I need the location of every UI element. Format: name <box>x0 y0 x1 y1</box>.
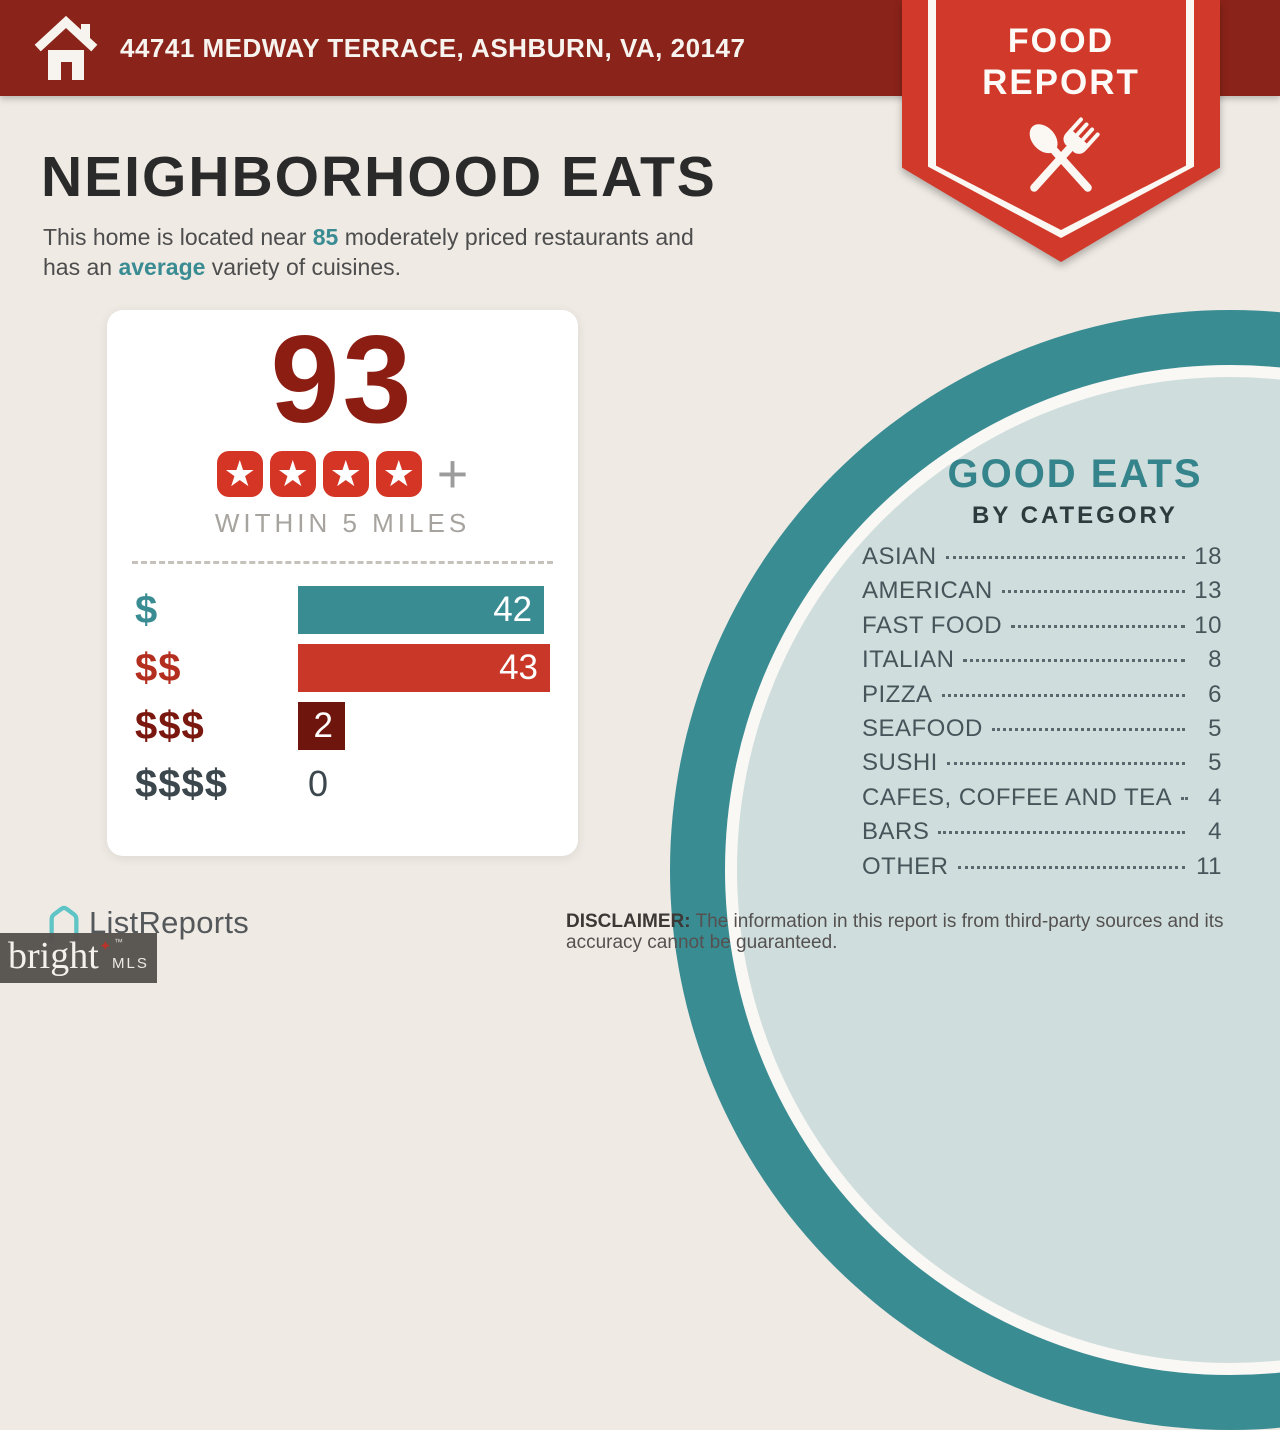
food-report-ribbon: FOOD REPORT <box>902 0 1220 262</box>
category-count: 5 <box>1208 714 1222 742</box>
bar-value: 2 <box>313 706 333 745</box>
good-eats-title: GOOD EATS <box>947 452 1203 496</box>
category-count: 4 <box>1208 818 1222 846</box>
category-label: OTHER <box>862 852 949 880</box>
category-count: 11 <box>1196 852 1222 880</box>
leader-dots <box>1001 590 1185 594</box>
page-title: NEIGHBORHOOD EATS <box>41 145 717 209</box>
brightmls-brand: bright <box>8 935 99 977</box>
variety-word: average <box>118 254 206 280</box>
brightmls-star-icon: ✦ <box>99 938 112 955</box>
score-card: 93 ★ ★ ★ ★ + WITHIN 5 MILES $42 $$ 43 $$$ 2 $$$$ 0 <box>107 310 578 856</box>
price-tier-row: $$ 43 <box>135 644 550 692</box>
disclaimer-label: DISCLAIMER: <box>566 911 691 932</box>
price-tier-bar: 2 <box>298 702 345 750</box>
price-tier-row: $$$$ 0 <box>135 760 550 808</box>
category-label: BARS <box>862 818 930 846</box>
property-address: 44741 MEDWAY TERRACE, ASHBURN, VA, 20147 <box>120 32 746 63</box>
category-row: PIZZA 6 <box>862 681 1222 715</box>
price-tier-label: $ <box>135 587 159 632</box>
disclaimer-text: The information in this report is from t… <box>566 911 1224 953</box>
brightmls-watermark: bright ✦ ™ MLS <box>0 933 157 983</box>
leader-dots <box>991 727 1185 731</box>
leader-dots <box>946 762 1185 766</box>
category-label: SEAFOOD <box>862 714 983 742</box>
disclaimer: DISCLAIMER: The information in this repo… <box>566 911 1246 953</box>
crossed-utensils-icon <box>1011 108 1111 213</box>
category-label: AMERICAN <box>862 577 993 605</box>
category-row: SUSHI 5 <box>862 749 1222 783</box>
intro-copy: This home is located near 85 moderately … <box>43 222 893 282</box>
bar-value: 0 <box>308 763 329 804</box>
category-row: BARS 4 <box>862 818 1222 852</box>
category-row: AMERICAN 13 <box>862 577 1222 611</box>
category-count: 6 <box>1208 680 1222 708</box>
category-label: ITALIAN <box>862 646 955 674</box>
category-row: ITALIAN 8 <box>862 646 1222 680</box>
category-count: 13 <box>1194 577 1222 605</box>
leader-dots <box>938 831 1185 835</box>
brightmls-trademark: ™ <box>114 937 123 947</box>
category-label: CAFES, COFFEE AND TEA <box>862 783 1173 811</box>
category-row: FAST FOOD 10 <box>862 612 1222 646</box>
leader-dots <box>945 556 1185 559</box>
leader-dots <box>963 659 1185 663</box>
leader-dots <box>1181 796 1185 800</box>
good-eats-circle <box>670 310 1280 1430</box>
category-row: CAFES, COFFEE AND TEA 4 <box>862 784 1222 818</box>
intro-line1-post: moderately priced restaurants and <box>338 224 694 250</box>
category-label: FAST FOOD <box>862 611 1003 639</box>
intro-line1-pre: This home is located near <box>43 224 313 250</box>
leader-dots <box>941 693 1185 697</box>
star-icon: ★ <box>375 451 422 497</box>
category-label: ASIAN <box>862 543 937 570</box>
leader-dots <box>1011 624 1185 628</box>
category-count: 4 <box>1208 783 1222 811</box>
price-tier-label: $$$ <box>135 703 205 748</box>
category-count: 8 <box>1208 646 1222 674</box>
intro-line2-pre: has an <box>43 254 119 280</box>
star-icon: ★ <box>216 451 263 497</box>
price-tier-label: $$$$ <box>135 761 228 806</box>
price-tier-bar: 43 <box>298 644 550 692</box>
star-rating: ★ ★ ★ ★ + <box>107 444 578 504</box>
score-caption: WITHIN 5 MILES <box>214 508 471 538</box>
home-icon <box>33 9 99 90</box>
price-tier-bar: 42 <box>298 586 545 634</box>
star-icon: ★ <box>269 451 316 497</box>
good-eats-header: GOOD EATS BY CATEGORY <box>900 452 1250 530</box>
category-count: 10 <box>1194 611 1222 639</box>
price-tier-row: $$$ 2 <box>135 702 550 750</box>
leader-dots <box>957 865 1185 869</box>
price-tier-row: $42 <box>135 586 550 634</box>
bar-zone: 42 <box>298 586 550 634</box>
price-tier-label: $$ <box>135 645 182 690</box>
bar-value: 42 <box>493 590 533 629</box>
category-count: 5 <box>1208 749 1222 777</box>
category-count: 18 <box>1194 543 1222 570</box>
category-row: ASIAN 18 <box>862 543 1222 577</box>
bar-value: 43 <box>499 648 538 687</box>
dashed-divider <box>132 561 553 564</box>
plus-icon: + <box>436 444 469 504</box>
listreports-house-icon <box>49 905 79 942</box>
category-row: SEAFOOD 5 <box>862 715 1222 749</box>
price-tier-chart: $42 $$ 43 $$$ 2 $$$$ 0 <box>135 586 550 808</box>
bar-zone: 2 <box>298 702 550 750</box>
good-eats-subtitle: BY CATEGORY <box>972 502 1178 529</box>
star-icon: ★ <box>322 451 369 497</box>
restaurant-score: 93 <box>270 311 415 449</box>
category-list: ASIAN 18 AMERICAN 13 FAST FOOD 10 ITALIAN 8 PIZZ… <box>862 543 1222 887</box>
intro-line2-post: variety of cuisines. <box>205 254 402 280</box>
ribbon-word-food: FOOD <box>1007 22 1115 60</box>
brightmls-suffix: MLS <box>112 955 149 972</box>
bar-zone: 0 <box>298 760 550 808</box>
ribbon-title: FOOD REPORT <box>902 22 1220 103</box>
ribbon-word-report: REPORT <box>982 63 1140 102</box>
restaurant-count: 85 <box>312 224 339 250</box>
category-label: SUSHI <box>862 749 938 777</box>
category-row: OTHER 11 <box>862 853 1222 887</box>
category-label: PIZZA <box>862 680 933 708</box>
bar-zone: 43 <box>298 644 550 692</box>
